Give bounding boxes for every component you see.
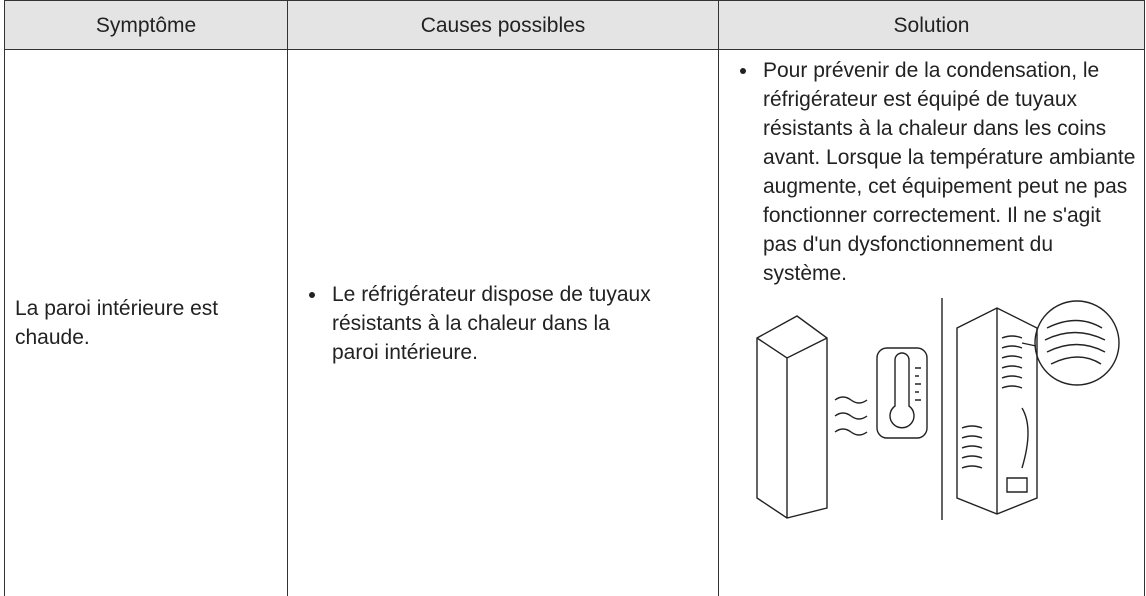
header-cell: Causes possibles bbox=[287, 0, 719, 50]
illustration bbox=[756, 298, 1120, 520]
solution-cell: Pour prévenir de la condensation, le réf… bbox=[718, 49, 1145, 596]
cause-cell: Le réfrigérateur dispose de tuyaux résis… bbox=[287, 49, 719, 596]
solution-item: Pour prévenir de la condensation, le réf… bbox=[759, 56, 1138, 288]
header-cell: Symptôme bbox=[4, 0, 288, 50]
row: La paroi intérieure est chaude. Le réfri… bbox=[4, 49, 1145, 596]
symptom-cell: La paroi intérieure est chaude. bbox=[4, 49, 288, 596]
header-row: Symptôme Causes possibles Solution bbox=[4, 0, 1145, 50]
cause-item: Le réfrigérateur dispose de tuyaux résis… bbox=[328, 280, 658, 367]
solution-list: Pour prévenir de la condensation, le réf… bbox=[729, 56, 1138, 288]
header-cell: Solution bbox=[718, 0, 1145, 50]
troubleshooting-table: Symptôme Causes possibles Solution La pa… bbox=[4, 0, 1145, 596]
cause-list: Le réfrigérateur dispose de tuyaux résis… bbox=[298, 280, 658, 367]
